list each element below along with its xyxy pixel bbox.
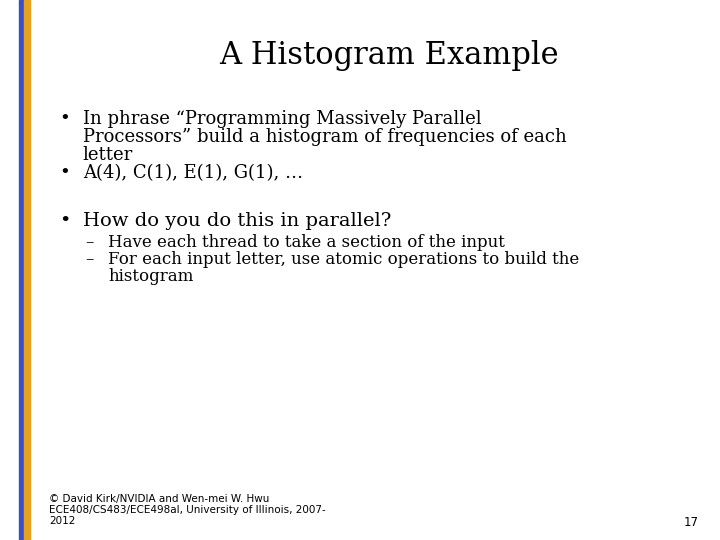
Text: •: • xyxy=(59,212,71,230)
Text: letter: letter xyxy=(83,146,133,164)
Text: In phrase “Programming Massively Parallel: In phrase “Programming Massively Paralle… xyxy=(83,110,482,128)
Text: 17: 17 xyxy=(683,516,698,529)
Text: •: • xyxy=(59,164,70,182)
Text: How do you do this in parallel?: How do you do this in parallel? xyxy=(83,212,391,230)
Text: A Histogram Example: A Histogram Example xyxy=(219,40,559,71)
Bar xyxy=(24,0,30,540)
Text: –: – xyxy=(85,234,94,251)
Text: histogram: histogram xyxy=(108,268,194,285)
Text: A(4), C(1), E(1), G(1), …: A(4), C(1), E(1), G(1), … xyxy=(83,164,303,182)
Bar xyxy=(19,0,24,540)
Text: 2012: 2012 xyxy=(49,516,76,526)
Text: ECE408/CS483/ECE498al, University of Illinois, 2007-: ECE408/CS483/ECE498al, University of Ill… xyxy=(49,505,325,515)
Text: –: – xyxy=(85,251,94,268)
Text: •: • xyxy=(59,110,70,128)
Text: © David Kirk/NVIDIA and Wen-mei W. Hwu: © David Kirk/NVIDIA and Wen-mei W. Hwu xyxy=(49,494,269,504)
Text: Have each thread to take a section of the input: Have each thread to take a section of th… xyxy=(108,234,505,251)
Text: Processors” build a histogram of frequencies of each: Processors” build a histogram of frequen… xyxy=(83,128,567,146)
Text: For each input letter, use atomic operations to build the: For each input letter, use atomic operat… xyxy=(108,251,580,268)
